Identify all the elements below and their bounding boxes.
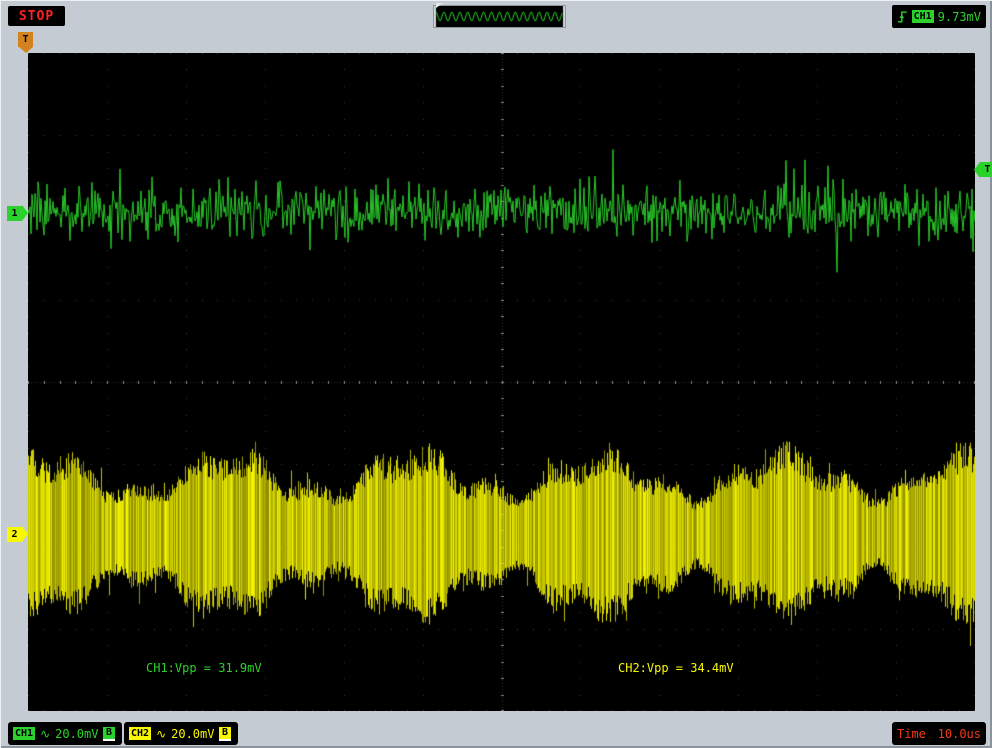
ch2-ground-marker[interactable]: 2 [7, 526, 22, 542]
trigger-position-label: T [22, 34, 29, 45]
ch2-coupling-icon: ∿ [156, 726, 167, 741]
trigger-level-value: 9.73mV [937, 9, 981, 24]
ch1-badge: CH1 [13, 727, 36, 740]
ch1-ground-marker[interactable]: 1 [7, 205, 22, 221]
display-area: T 1 2 T CH1:Vpp = 31.9mV CH2:Vpp = 34.4m… [7, 32, 992, 711]
timebase-label: Time [897, 726, 926, 741]
rising-edge-icon [897, 11, 907, 23]
ch1-marker-label: 1 [11, 207, 18, 219]
trigger-readout: CH1 9.73mV [892, 5, 986, 28]
ch1-coupling-icon: ∿ [40, 726, 51, 741]
acquisition-preview [433, 3, 566, 28]
ch2-marker-label: 2 [11, 528, 18, 540]
ch1-settings-box[interactable]: CH1 ∿ 20.0mV B [8, 722, 122, 745]
ch2-badge: CH2 [129, 727, 152, 740]
preview-waveform-canvas [434, 6, 565, 27]
timebase-box: Time 10.0us [892, 722, 986, 745]
timebase-value: 10.0us [937, 726, 981, 741]
ch2-settings-box[interactable]: CH2 ∿ 20.0mV B [124, 722, 238, 745]
run-state-indicator[interactable]: STOP [8, 6, 65, 26]
trigger-position-marker[interactable]: T [18, 32, 33, 47]
ch2-bandwidth-badge: B [219, 726, 231, 741]
ch2-vpp-measurement: CH2:Vpp = 34.4mV [618, 661, 734, 675]
ch1-bandwidth-badge: B [103, 726, 115, 741]
waveform-display-canvas [28, 53, 975, 711]
trigger-level-label: T [984, 164, 991, 176]
preview-trigger-tick [436, 3, 443, 8]
trigger-source-badge: CH1 [911, 10, 934, 23]
ch1-vpp-measurement: CH1:Vpp = 31.9mV [146, 661, 262, 675]
ch2-scale-value: 20.0mV [171, 726, 215, 741]
trigger-level-marker[interactable]: T [980, 162, 992, 178]
ch1-scale-value: 20.0mV [55, 726, 99, 741]
